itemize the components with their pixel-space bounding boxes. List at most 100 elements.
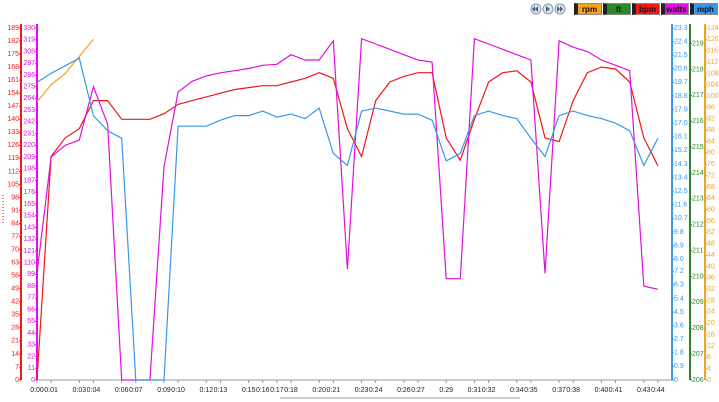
y-tick-label: 21.5 <box>674 52 688 59</box>
y-tick-label: 8.0 <box>674 256 684 263</box>
y-tick-label: 19.7 <box>674 79 688 86</box>
y-tick-label: 11.6 <box>674 202 687 209</box>
y-tick-label: 154 <box>23 213 35 220</box>
y-tick-label: 220 <box>23 142 35 149</box>
y-tick-label: 17.9 <box>674 106 688 113</box>
y-tick-label: 12.5 <box>674 188 688 195</box>
legend-toggle[interactable]: rpm <box>574 3 602 15</box>
x-tick-label: 0:21 <box>327 387 341 394</box>
y-tick-label: 0 <box>707 377 711 384</box>
y-tick-label: 22.4 <box>674 38 688 45</box>
y-tick-label: 72 <box>707 172 715 179</box>
y-tick-label: 116 <box>707 48 718 55</box>
y-tick-label: 36 <box>707 275 715 282</box>
legend-toggle[interactable]: mph <box>690 3 718 15</box>
y-tick-label: 100 <box>707 93 719 100</box>
y-tick-label: 98 <box>11 194 19 201</box>
x-tick-label: 0:32 <box>482 387 496 394</box>
y-tick-label: 1.8 <box>674 350 684 357</box>
y-tick-label: 206 <box>692 377 704 384</box>
y-tick-label: 112 <box>8 168 19 175</box>
y-tick-label: 212 <box>692 222 704 229</box>
y-tick-label: 168 <box>7 64 19 71</box>
y-tick-label: 68 <box>707 184 715 191</box>
y-tick-label: 6.3 <box>674 282 684 289</box>
y-tick-label: 28 <box>707 297 715 304</box>
y-tick-label: 17.0 <box>674 120 688 127</box>
x-tick-label: 0:31 <box>468 387 482 394</box>
y-tick-label: 8 <box>707 354 711 361</box>
x-tick-label: 0:09 <box>157 387 171 394</box>
y-tick-label: 104 <box>707 82 719 89</box>
y-tick-label: 330 <box>23 25 35 32</box>
y-tick-label: 32 <box>707 286 715 293</box>
y-tick-label: 77 <box>27 295 35 302</box>
nav-buttons[interactable] <box>530 3 566 15</box>
y-tick-label: 55 <box>27 318 35 325</box>
y-tick-label: 33 <box>27 342 35 349</box>
y-tick-label: 44 <box>27 330 35 337</box>
x-tick-label: 0:44 <box>651 387 665 394</box>
y-tick-label: 7.2 <box>674 268 684 275</box>
y-tick-label: 66 <box>27 306 35 313</box>
x-tick-label: 0:41 <box>609 387 623 394</box>
y-tick-label: 218 <box>692 66 704 73</box>
y-tick-label: 264 <box>23 95 35 102</box>
y-tick-label: 9.8 <box>674 229 684 236</box>
y-tick-label: 56 <box>11 273 19 280</box>
series-line <box>36 66 659 381</box>
series-line <box>36 37 659 381</box>
x-tick-label: 0:07 <box>129 387 143 394</box>
y-tick-label: 4.5 <box>674 309 684 316</box>
y-tick-label: 88 <box>707 127 715 134</box>
y-tick-label: 20 <box>707 320 715 327</box>
y-tick-label: 187 <box>23 177 35 184</box>
y-tick-label: 99 <box>27 271 35 278</box>
y-tick-label: 176 <box>23 189 35 196</box>
y-tick-label: 0 <box>15 377 19 384</box>
y-tick-label: 92 <box>707 116 715 123</box>
y-tick-label: 154 <box>7 90 19 97</box>
x-tick-label: 0:26 <box>397 387 411 394</box>
y-tick-label: 11 <box>28 365 35 372</box>
x-tick-label: 0:38 <box>566 387 580 394</box>
y-tick-label: 8.9 <box>674 242 684 249</box>
y-tick-label: 21 <box>11 338 19 345</box>
y-tick-label: 63 <box>11 260 19 267</box>
x-tick-label: 0:35 <box>524 387 538 394</box>
y-tick-label: 286 <box>23 72 35 79</box>
y-tick-label: 84 <box>707 138 715 145</box>
y-tick-label: 20.6 <box>674 66 688 73</box>
y-tick-label: 124 <box>707 25 719 32</box>
y-tick-label: 70 <box>11 246 19 253</box>
y-tick-label: 112 <box>707 59 718 66</box>
y-tick-label: 4 <box>707 365 711 372</box>
y-tick-label: 12 <box>707 343 715 350</box>
y-tick-label: 49 <box>11 286 19 293</box>
y-tick-label: 208 <box>692 325 704 332</box>
y-tick-label: 211 <box>692 247 703 254</box>
y-tick-label: 216 <box>692 118 704 125</box>
y-tick-label: 120 <box>707 36 719 43</box>
y-tick-label: 189 <box>7 25 19 32</box>
y-tick-label: 24 <box>707 309 715 316</box>
legend-toggle[interactable]: bpm <box>632 3 660 15</box>
legend-toggle[interactable]: ft <box>603 3 631 15</box>
x-tick-label: 0:43 <box>637 387 651 394</box>
y-tick-label: 147 <box>7 103 19 110</box>
y-tick-label: 5.4 <box>674 295 684 302</box>
y-tick-label: 16.1 <box>674 134 688 141</box>
y-tick-label: 209 <box>692 299 704 306</box>
y-tick-label: 143 <box>23 224 35 231</box>
legend-toggle[interactable]: watts <box>661 3 689 15</box>
y-tick-label: 60 <box>707 207 715 214</box>
y-tick-label: 275 <box>23 84 35 91</box>
y-tick-label: 3.6 <box>674 322 684 329</box>
x-tick-label: 0:40 <box>595 387 609 394</box>
x-tick-label: 0:20 <box>312 387 326 394</box>
y-tick-label: 77 <box>11 233 19 240</box>
y-tick-label: 308 <box>23 48 35 55</box>
y-tick-label: 64 <box>707 195 715 202</box>
y-tick-label: 198 <box>23 166 35 173</box>
